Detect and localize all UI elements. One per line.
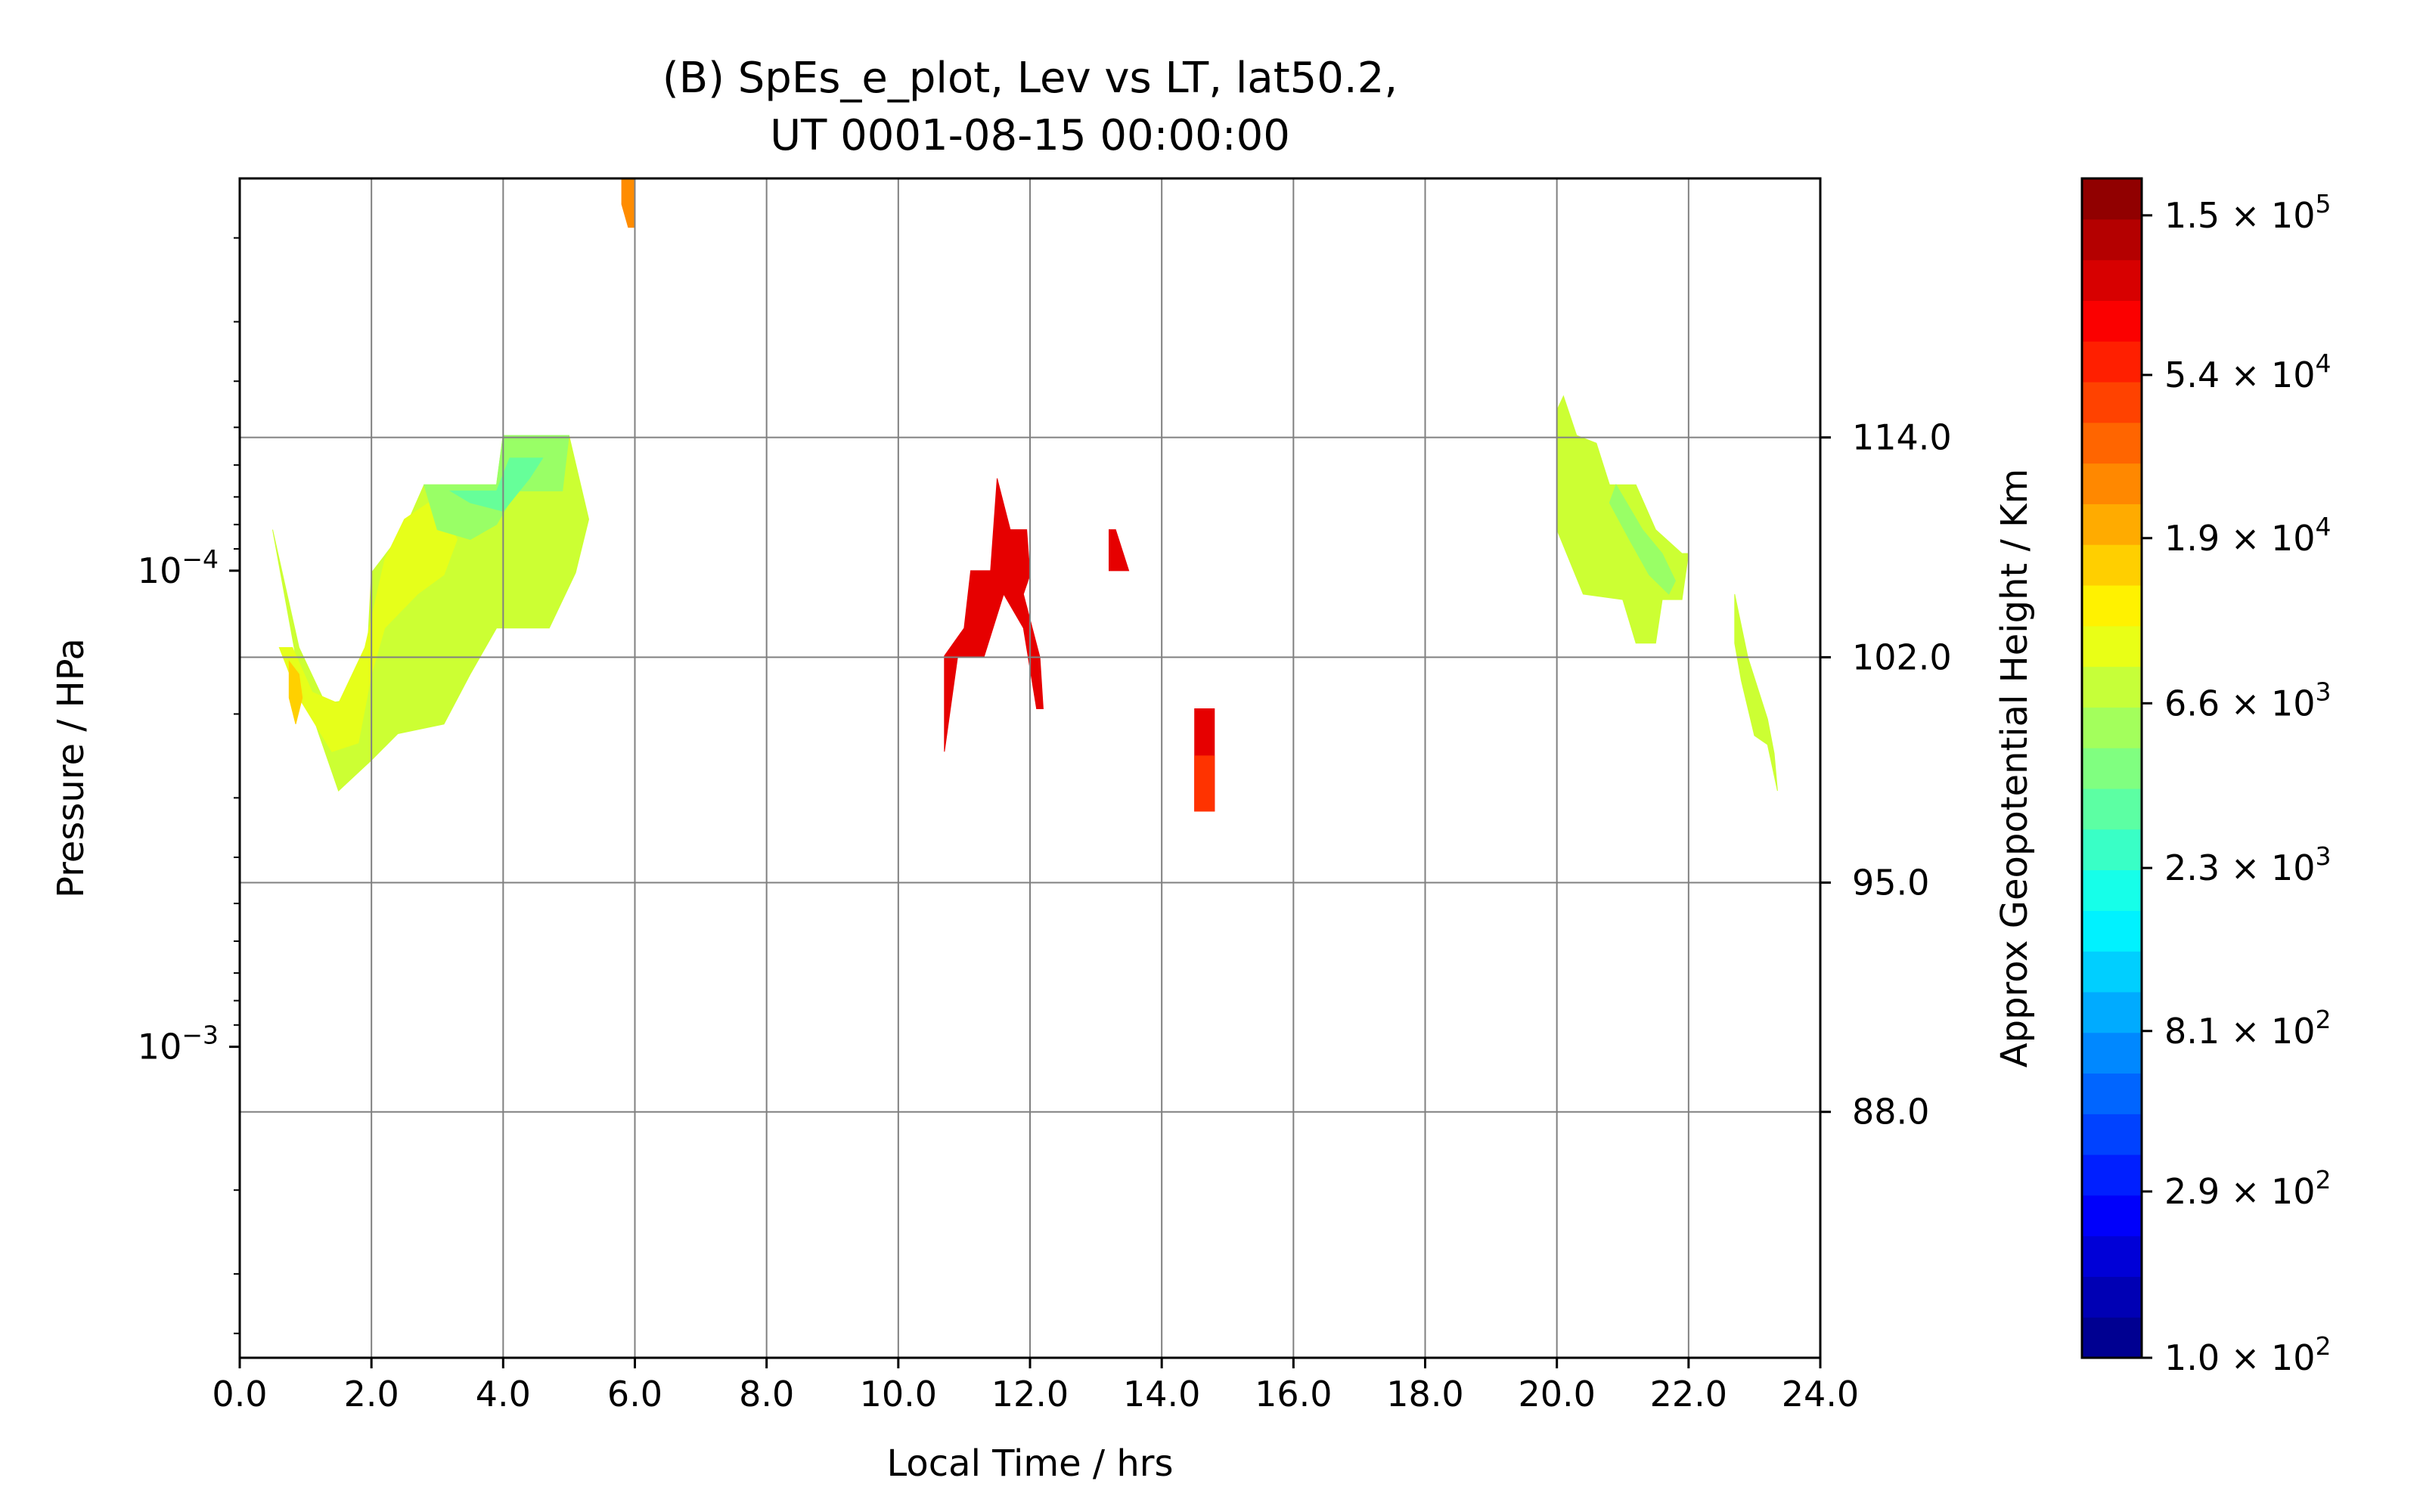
colorbar-swatch [2082, 1154, 2142, 1196]
colorbar-swatch [2082, 1194, 2142, 1237]
x-tick-label: 20.0 [1518, 1374, 1595, 1414]
colorbar-swatch [2082, 1073, 2142, 1114]
x-axis: 0.0 2.0 4.0 6.0 8.0 10.0 12.0 14.0 16.0 18.0 20.0 2… [212, 1358, 1859, 1414]
x-tick-label: 6.0 [607, 1374, 662, 1414]
colorbar-swatch [2082, 991, 2142, 1033]
x-tick-label: 4.0 [476, 1374, 531, 1414]
colorbar-swatch [2082, 951, 2142, 993]
plot-area [238, 177, 1822, 1359]
colorbar-swatch [2082, 666, 2142, 708]
colorbar-swatch [2082, 218, 2142, 261]
x-tick-label: 18.0 [1386, 1374, 1463, 1414]
colorbar [2080, 177, 2143, 1359]
grid-lines [240, 178, 1820, 1358]
colorbar-tick-label: 1.0 × 102 [2164, 1331, 2331, 1378]
colorbar-tick-label: 1.9 × 104 [2164, 512, 2331, 559]
colorbar-swatch [2082, 1235, 2142, 1278]
colorbar-swatch [2082, 300, 2142, 342]
colorbar-swatch [2082, 544, 2142, 586]
colorbar-swatch [2082, 1317, 2142, 1359]
y2-tick-label: 88.0 [1852, 1092, 1929, 1132]
colorbar-tick-label: 2.9 × 102 [2164, 1165, 2331, 1212]
colorbar-swatch [2082, 503, 2142, 545]
colorbar-swatch [2082, 910, 2142, 952]
x-tick-label: 8.0 [739, 1374, 794, 1414]
x-tick-label: 22.0 [1650, 1374, 1727, 1414]
colorbar-swatch [2082, 422, 2142, 464]
colorbar-swatch [2082, 788, 2142, 830]
contour-region-3 [288, 660, 303, 724]
x-tick-label: 10.0 [860, 1374, 937, 1414]
contour-region-2 [278, 496, 458, 752]
y-tick-label: 10−4 [138, 544, 219, 591]
colorbar-swatch [2082, 707, 2142, 748]
colorbar-swatch [2082, 869, 2142, 911]
contour-region-7 [1609, 484, 1676, 595]
colorbar-frame [2080, 177, 2143, 1359]
contour-region-10 [1109, 529, 1130, 572]
contour-region-5 [448, 457, 544, 512]
colorbar-swatch [2082, 625, 2142, 668]
colorbar-tick-label: 6.6 × 103 [2164, 677, 2331, 723]
x-tick-label: 2.0 [344, 1374, 399, 1414]
y2-axis-label: Approx Geopotential Height / Km [1993, 469, 2036, 1067]
contour-region-8 [1734, 593, 1778, 792]
colorbar-swatch [2082, 341, 2142, 383]
x-tick-label: 14.0 [1123, 1374, 1200, 1414]
y2-tick-label: 114.0 [1852, 417, 1952, 458]
y-tick-label: 10−3 [138, 1021, 219, 1067]
colorbar-tick-label: 1.5 × 105 [2164, 189, 2331, 236]
chart-title-line2: UT 0001-08-15 00:00:00 [770, 111, 1290, 160]
y-axis-right: 114.0 102.0 95.0 88.0 [1820, 417, 1952, 1132]
colorbar-swatch [2082, 1032, 2142, 1074]
colorbar-swatch [2082, 1276, 2142, 1318]
colorbar-swatch [2082, 463, 2142, 504]
y-axis-label: Pressure / HPa [50, 638, 92, 898]
y2-tick-label: 95.0 [1852, 862, 1929, 903]
colorbar-swatch [2082, 748, 2142, 789]
colorbar-swatch [2082, 259, 2142, 301]
colorbar-ticks: 1.5 × 105 5.4 × 104 1.9 × 104 6.6 × 103 2.3 … [2142, 189, 2331, 1378]
colorbar-swatch [2082, 178, 2142, 220]
contour-region-12 [1194, 755, 1215, 812]
colorbar-swatch [2082, 584, 2142, 627]
x-tick-label: 12.0 [991, 1374, 1069, 1414]
x-axis-label: Local Time / hrs [887, 1442, 1174, 1485]
colorbar-swatch [2082, 1114, 2142, 1155]
chart-title-line1: (B) SpEs_e_plot, Lev vs LT, lat50.2, [662, 54, 1398, 103]
colorbar-swatch [2082, 829, 2142, 871]
x-tick-label: 0.0 [212, 1374, 267, 1414]
x-tick-label: 24.0 [1782, 1374, 1859, 1414]
contour-region-0 [621, 178, 635, 228]
colorbar-tick-label: 2.3 × 103 [2164, 841, 2331, 888]
colorbar-swatch [2082, 381, 2142, 423]
contour-regions [272, 178, 1778, 812]
colorbar-tick-label: 8.1 × 102 [2164, 1005, 2331, 1052]
y2-tick-label: 102.0 [1852, 637, 1952, 677]
colorbar-tick-label: 5.4 × 104 [2164, 349, 2331, 395]
x-tick-label: 16.0 [1255, 1374, 1332, 1414]
y-axis-left: 10−4 10−3 [138, 237, 240, 1334]
